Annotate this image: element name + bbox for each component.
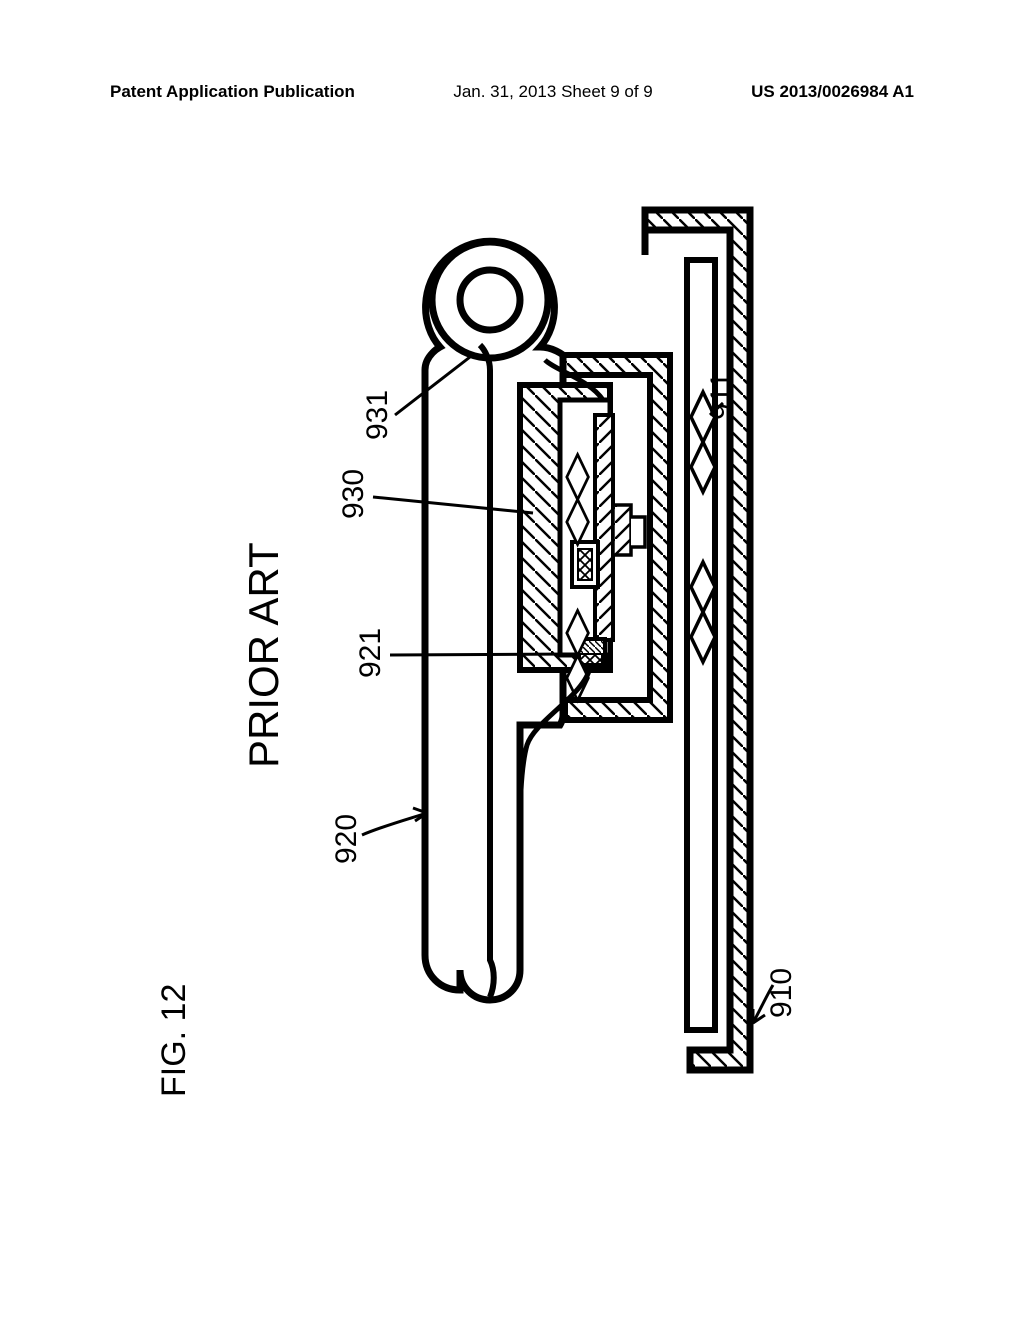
page-header: Patent Application Publication Jan. 31, … — [0, 82, 1024, 102]
ref-920: 920 — [330, 814, 364, 864]
prior-art-label: PRIOR ART — [240, 542, 288, 768]
figure-label: FIG. 12 — [155, 984, 194, 1097]
header-publication: Patent Application Publication — [110, 82, 355, 102]
ref-911: 911 — [705, 372, 739, 420]
header-patent-number: US 2013/0026984 A1 — [751, 82, 914, 102]
rotated-figure: FIG. 12 PRIOR ART — [145, 165, 900, 1115]
ref-910: 910 — [765, 968, 799, 1018]
ref-930: 930 — [337, 469, 371, 519]
ref-921: 921 — [354, 628, 388, 678]
ref-931: 931 — [361, 390, 395, 440]
header-date-sheet: Jan. 31, 2013 Sheet 9 of 9 — [453, 82, 652, 102]
technical-drawing: 920 921 930 931 911 910 — [295, 165, 850, 1115]
figure-container: FIG. 12 PRIOR ART — [145, 165, 900, 1115]
